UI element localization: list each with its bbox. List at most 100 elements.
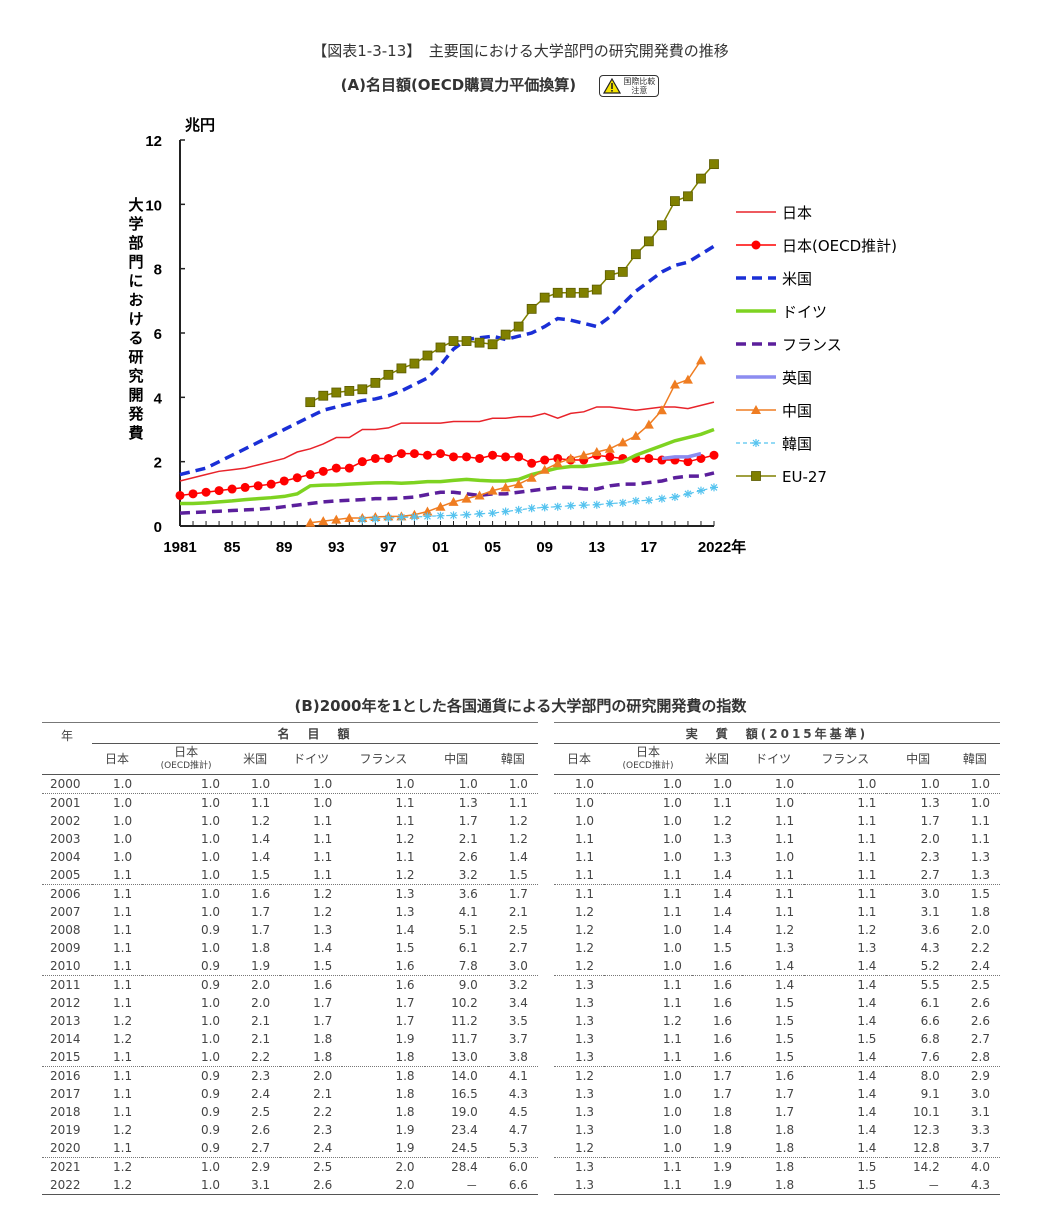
real-cell: 1.3 (574, 1032, 595, 1046)
real-cell: 1.0 (574, 796, 595, 810)
y-axis-label-char: 学 (128, 215, 143, 233)
data-point (751, 471, 761, 481)
data-point (253, 481, 263, 491)
data-point (605, 452, 615, 462)
nominal-cell: 1.7 (395, 1014, 415, 1028)
year-cell: 2013 (50, 1014, 81, 1028)
data-point (670, 493, 679, 502)
real-cell: 1.2 (574, 923, 595, 937)
real-cell: 1.0 (775, 796, 795, 810)
nominal-cell: 1.1 (113, 996, 133, 1010)
nominal-cell: 1.4 (251, 850, 271, 864)
data-point (695, 355, 706, 365)
real-cell: 1.5 (775, 996, 795, 1010)
data-point (592, 500, 601, 509)
year-cell: 2009 (50, 941, 81, 955)
table-row: 2018 1.1 0.9 2.5 2.2 1.8 19.0 4.5 1.3 1.0 1.8 1.7 1.… (42, 1103, 1000, 1121)
nominal-cell: 1.2 (113, 1014, 133, 1028)
year-cell: 2011 (50, 978, 81, 992)
real-column-header: 中国 (886, 743, 950, 775)
real-cell: 2.8 (949, 1048, 1000, 1067)
nominal-cell: 1.4 (508, 850, 528, 864)
data-point (384, 513, 393, 522)
real-cell: 1.0 (886, 774, 950, 794)
data-point (358, 515, 367, 524)
data-point (371, 514, 380, 523)
real-cell: 1.3 (949, 866, 1000, 885)
nominal-cell: 1.0 (142, 1176, 231, 1195)
data-point (617, 266, 628, 277)
year-cell: 2003 (50, 832, 81, 846)
real-cell: 1.7 (920, 814, 940, 828)
real-cell: 1.4 (857, 1069, 877, 1083)
real-cell: 1.6 (712, 996, 733, 1010)
real-cell: 1.4 (804, 1048, 887, 1067)
real-cell: 1.8 (775, 1160, 795, 1174)
real-cell: 1.1 (553, 866, 605, 885)
data-point (657, 494, 666, 503)
nominal-cell: 1.1 (313, 832, 333, 846)
data-point (227, 484, 237, 494)
real-cell: 1.0 (604, 774, 692, 794)
real-cell: 1.8 (775, 1123, 795, 1137)
real-cell: 1.3 (574, 1105, 595, 1119)
nominal-cell: 2.7 (508, 941, 528, 955)
data-point (305, 397, 316, 408)
nominal-cell: 1.5 (395, 941, 415, 955)
data-point (474, 490, 485, 500)
table-row: 2012 1.1 1.0 2.0 1.7 1.7 10.2 3.4 1.3 1.1 1.6 1.5 1.… (42, 994, 1000, 1012)
table-row: 2015 1.1 1.0 2.2 1.8 1.8 13.0 3.8 1.3 1.1 1.6 1.5 1.… (42, 1048, 1000, 1067)
nominal-cell: 1.0 (113, 814, 133, 828)
data-point (670, 196, 680, 207)
nominal-cell: 1.9 (342, 1139, 425, 1158)
real-cell: 1.1 (574, 850, 595, 864)
real-cell: 1.1 (662, 1160, 682, 1174)
data-point (513, 479, 524, 489)
table-row: 2013 1.2 1.0 2.1 1.7 1.7 11.2 3.5 1.3 1.2 1.6 1.5 1.… (42, 1012, 1000, 1030)
figure-title: 【図表1-3-13】 主要国における大学部門の研究開発費の推移 (312, 42, 729, 60)
y-tick-label: 10 (145, 197, 162, 214)
real-cell: 10.1 (913, 1105, 940, 1119)
real-cell: 1.1 (662, 905, 682, 919)
nominal-cell: 1.7 (508, 887, 528, 901)
data-point (526, 472, 537, 482)
real-column-header: 韓国 (949, 743, 1000, 775)
data-point (435, 342, 446, 353)
table-row: 2022 1.2 1.0 3.1 2.6 2.0 － 6.6 1.3 1.1 1.9 1.8 1.5 － 4… (42, 1176, 1000, 1195)
real-cell: 2.3 (920, 850, 940, 864)
data-point (448, 336, 459, 346)
data-point (657, 220, 667, 231)
y-axis-label-char: お (128, 291, 143, 309)
real-cell: 1.8 (742, 1139, 805, 1158)
data-point (475, 509, 484, 518)
real-cell: 3.0 (970, 1087, 990, 1101)
real-cell: 1.5 (742, 1048, 805, 1067)
real-cell: 1.5 (970, 887, 990, 901)
real-cell: 1.1 (857, 796, 877, 810)
nominal-cell: 1.2 (395, 832, 415, 846)
year-cell: 2019 (50, 1123, 81, 1137)
real-column-header: ドイツ (742, 743, 805, 775)
nominal-cell: 4.7 (508, 1123, 528, 1137)
data-point (409, 449, 419, 459)
nominal-cell: 1.8 (395, 1105, 415, 1119)
real-cell: 1.5 (804, 1176, 887, 1195)
table-row: 2002 1.0 1.0 1.2 1.1 1.1 1.7 1.2 1.0 1.0 1.2 1.1 1.1… (42, 812, 1000, 830)
nominal-cell: 1.8 (251, 941, 271, 955)
real-cell: 1.4 (712, 887, 733, 901)
data-point (578, 287, 589, 298)
nominal-cell: 1.0 (230, 774, 281, 794)
real-cell: 5.2 (886, 957, 950, 976)
nominal-cell: 2.6 (458, 850, 478, 864)
data-point (630, 249, 641, 260)
nominal-column-header: ドイツ (280, 743, 343, 775)
real-cell: 1.1 (857, 887, 877, 901)
nominal-cell: 1.1 (113, 923, 133, 937)
real-cell: 1.3 (553, 1048, 605, 1067)
real-cell: 1.4 (712, 923, 733, 937)
nominal-column-header: 日本 (OECD推計) (142, 743, 231, 775)
data-point (552, 458, 563, 468)
real-cell: 1.0 (662, 941, 682, 955)
nominal-cell: 1.0 (142, 774, 231, 794)
nominal-cell: 2.5 (251, 1105, 271, 1119)
